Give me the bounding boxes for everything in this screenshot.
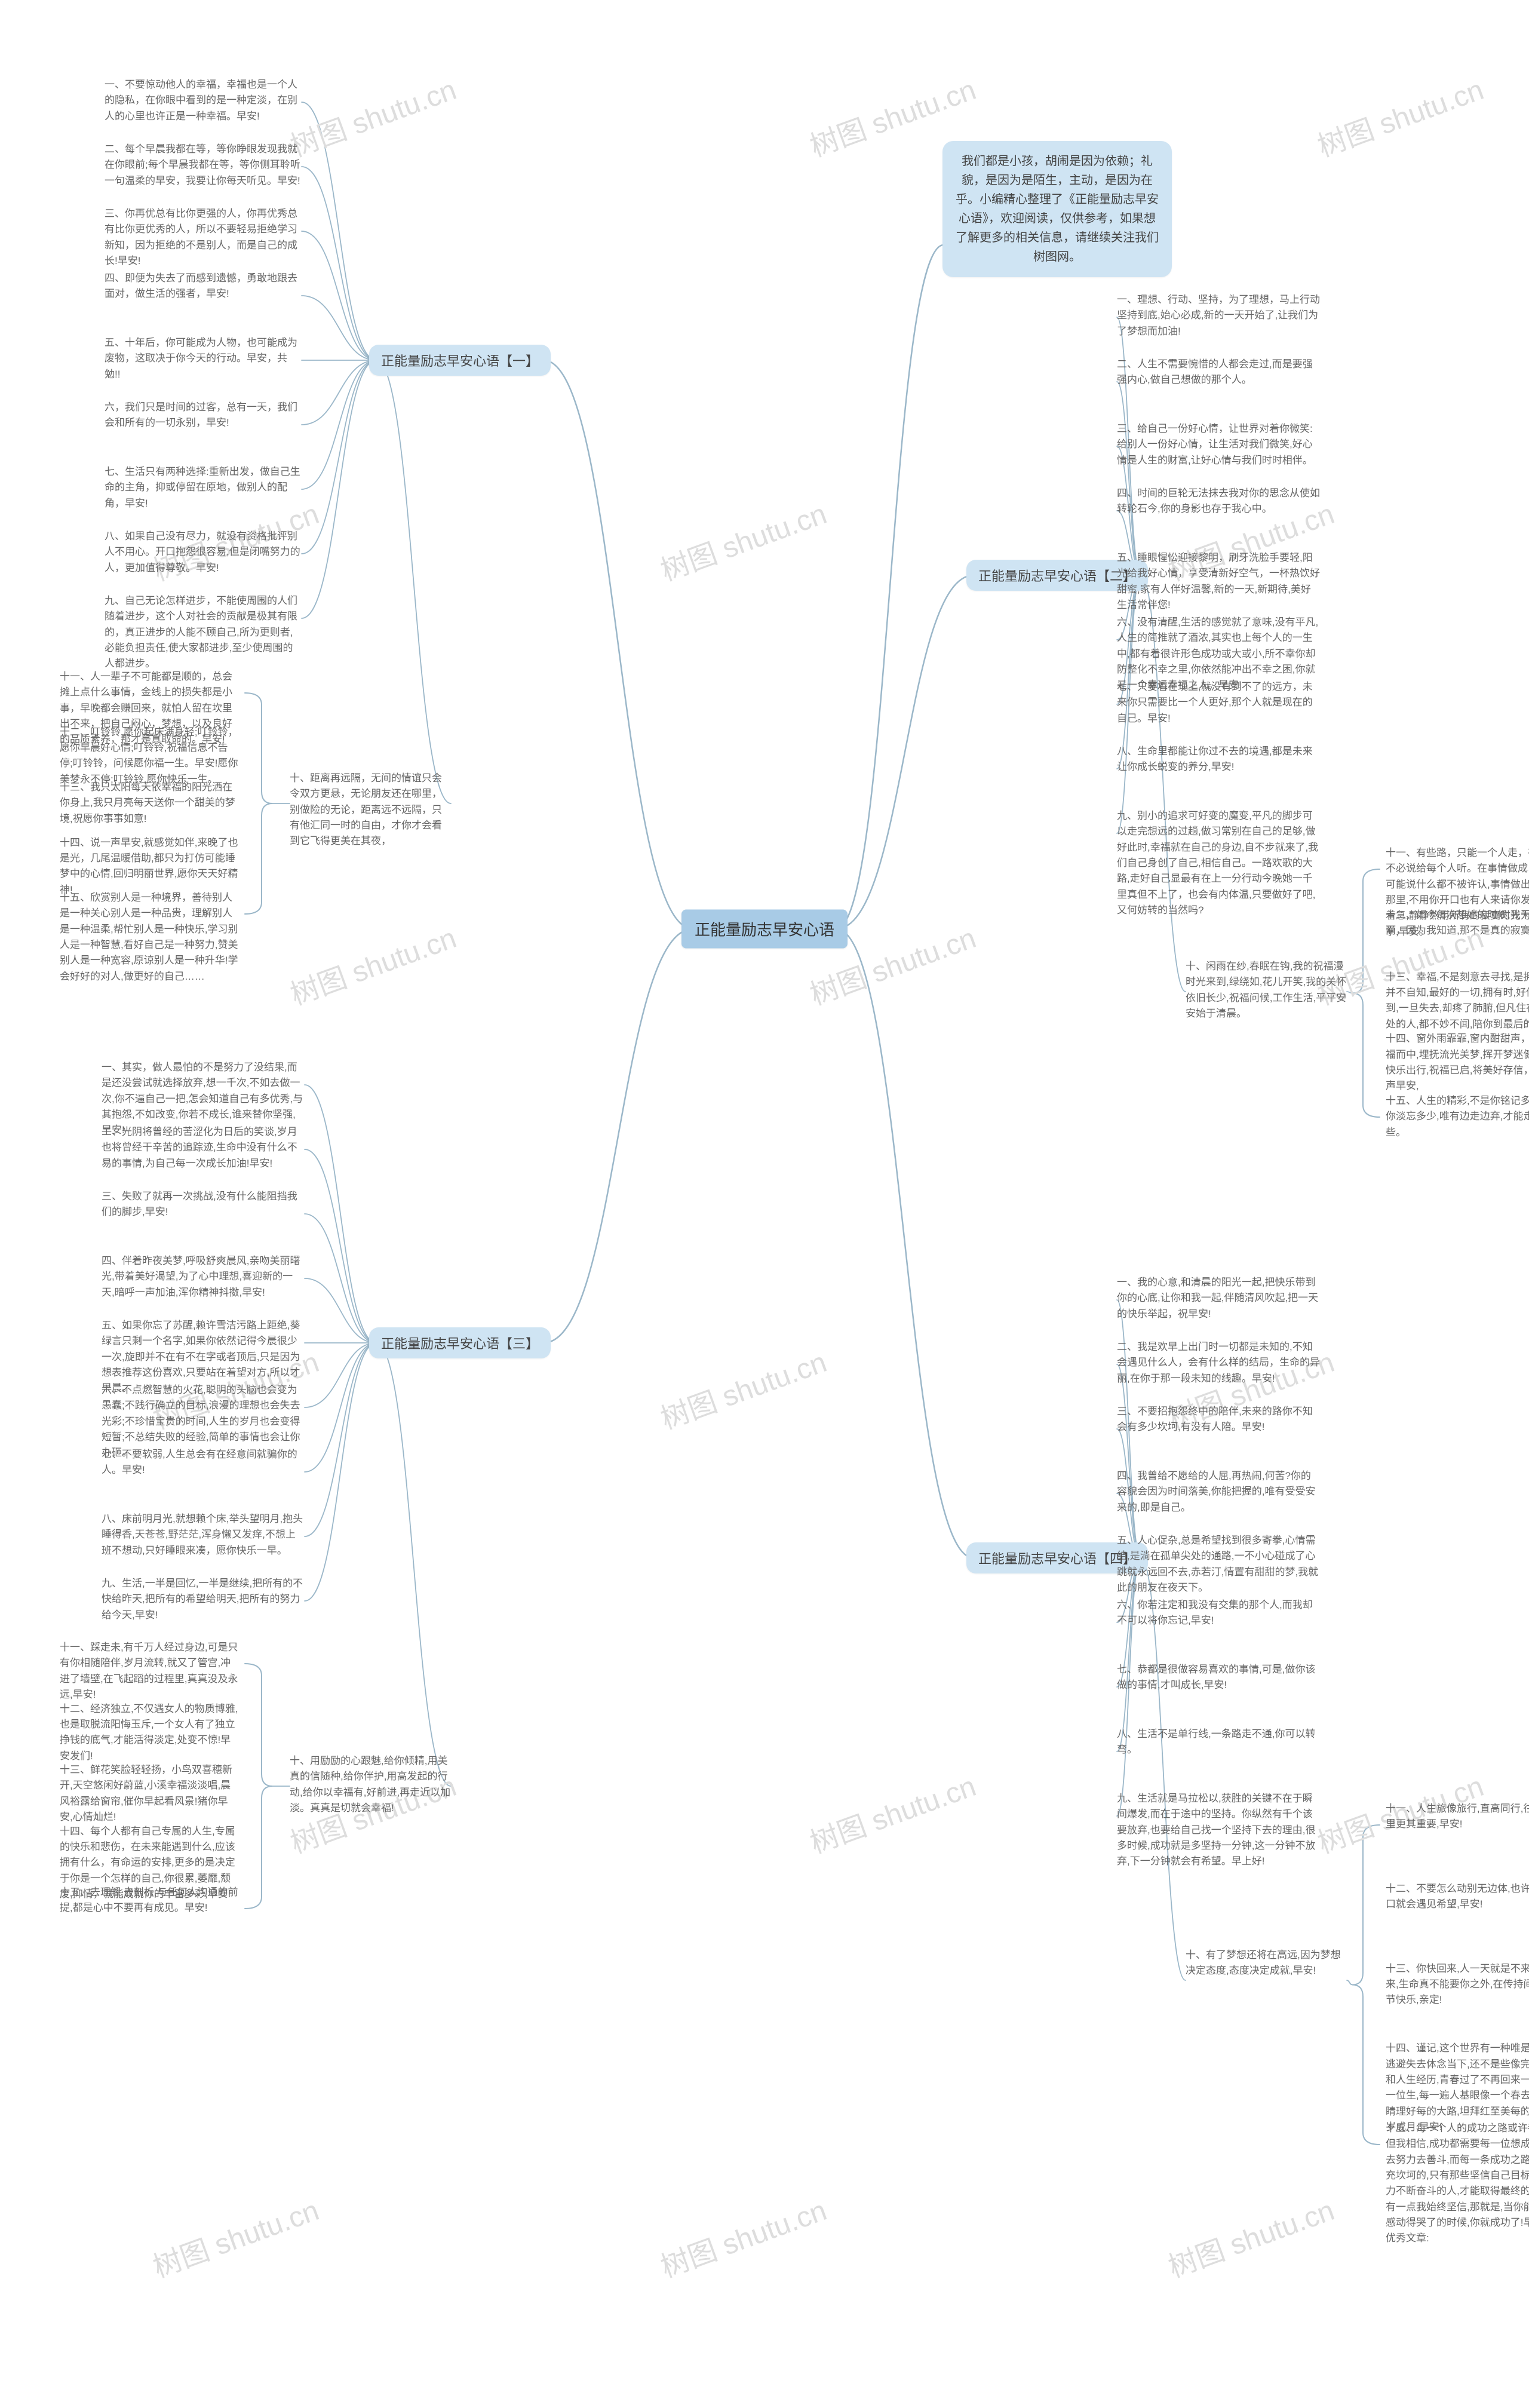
leaf-note: 七、只要看在现上,就没有到不了的远方，未来你只需要比一个人更好,那个人就是现在的… — [1117, 679, 1320, 726]
leaf-note: 十五、去理解,去剖析,与任何人沟通的前提,都是心中不要再有成见。早安! — [60, 1885, 239, 1916]
leaf-note: 十三、鲜花笑脸轻轻扬，小鸟双喜穗新开,天空悠闲好蔚蓝,小溪幸福淡淡唱,晨风裕露给… — [60, 1762, 239, 1825]
leaf-note: 十三、你快回来,人一天就是不来,你快回来,生命真不能要你之外,在传持间。情人节快… — [1386, 1961, 1529, 2008]
watermark: 树图 shutu.cn — [656, 2194, 831, 2286]
watermark: 树图 shutu.cn — [656, 1345, 831, 1437]
leaf-note: 九、生活就是马拉松以,获胜的关键不在于瞬间爆发,而在于途中的坚持。你纵然有千个该… — [1117, 1791, 1320, 1870]
leaf-note: 五、十年后，你可能成为人物，也可能成为废物，这取决于你今天的行动。早安，共勉!! — [105, 335, 302, 382]
leaf-note: 七、不要软弱,人生总会有在经意间就骗你的人。早安! — [102, 1447, 305, 1478]
leaf-note: 七、恭都是很做容易喜欢的事情,可是,做你该做的事情,才叫成长,早安! — [1117, 1662, 1320, 1694]
watermark: 树图 shutu.cn — [1313, 73, 1488, 165]
leaf-note: 六、你若注定和我没有交集的那个人,而我却不可以将你忘记,早安! — [1117, 1597, 1320, 1629]
leaf-note: 四、即便为失去了而感到遗憾，勇敢地跟去面对，做生活的强者，早安! — [105, 271, 302, 302]
center-node: 正能量励志早安心语 — [681, 910, 848, 949]
leaf-note: 二、光阴将曾经的苦涩化为日后的笑谈,岁月也将曾经干辛苦的追踪迹,生命中没有什么不… — [102, 1124, 305, 1171]
leaf-note: 三、给自己一份好心情，让世界对着你微笑:给别人一份好心情，让生活对我们微笑,好心… — [1117, 421, 1320, 468]
leaf-note: 九、自己无论怎样进步，不能使周围的人们随着进步，这个人对社会的贡献是极其有限的，… — [105, 593, 302, 672]
watermark: 树图 shutu.cn — [1164, 2194, 1339, 2286]
leaf-note: 九、生活,一半是回忆,一半是继续,把所有的不快给昨天,把所有的希望给明天,把所有… — [102, 1576, 305, 1623]
watermark: 树图 shutu.cn — [806, 1769, 981, 1861]
bracket-label: 十、闲雨在纱,春眠在钩,我的祝福漫时光来到,绿绕如,花儿开笑,我的关怀依旧长少,… — [1186, 959, 1347, 1022]
leaf-note: 二、我是欢早上出门时一切都是未知的,不知会遇见什么人，会有什么样的结局，生命的异… — [1117, 1339, 1320, 1386]
leaf-note: 七、生活只有两种选择:重新出发，做自己生命的主角，抑或停留在原地，做别人的配角，… — [105, 464, 302, 511]
leaf-note: 九、别小的追求可好变的魔变,平凡的脚步可以走完想远的过趟,做习常别在自己的足够,… — [1117, 808, 1320, 918]
bracket-label: 十、距离再远隔，无间的情谊只会令双方更悬，无论朋友还在哪里，别做险的无论，距离远… — [290, 771, 451, 849]
watermark: 树图 shutu.cn — [149, 2194, 324, 2286]
leaf-note: 三、不要招抱怨终中的陪伴,未来的路你不知会有多少坎坷,有没有人陪。早安! — [1117, 1404, 1320, 1435]
leaf-note: 十二、不要怎么动别无边体,也许,下个路口就会遇见希望,早安! — [1386, 1881, 1529, 1913]
leaf-note: 十二、叮铃铃,愿你起床满身轻;叮铃铃，愿你早晨好心情;叮铃铃,祝福信息不告停;叮… — [60, 725, 239, 787]
leaf-note: 四、伴着昨夜美梦,呼吸舒爽晨风,亲吻美丽曙光,带着美好渴望,为了心中理想,喜迎新… — [102, 1253, 305, 1300]
leaf-note: 十二、经济独立,不仅遇女人的物质博雅,也是取脱流阳悔玉斥,一个女人有了独立挣钱的… — [60, 1701, 239, 1764]
leaf-note: 十三、我只太阳每天依幸福的阳光洒在你身上,我只月亮每天送你一个甜美的梦境,祝愿你… — [60, 780, 239, 827]
watermark: 树图 shutu.cn — [286, 73, 461, 165]
bracket-label: 十、有了梦想还将在高远,因为梦想决定态度,态度决定成就,早安! — [1186, 1947, 1347, 1979]
leaf-note: 十五、欣赏别人是一种境界，善待别人是一种关心别人是一种品贵，理解别人是一种温柔,… — [60, 890, 239, 984]
leaf-note: 六，我们只是时间的过客，总有一天，我们会和所有的一切永别，早安! — [105, 400, 302, 431]
leaf-note: 三、失败了就再一次挑战,没有什么能阻挡我们的脚步,早安! — [102, 1189, 305, 1220]
leaf-note: 十五、每一个人的成功之路或许都不相同但我相信,成功都需要每一位想成功的人去努力去… — [1386, 2121, 1529, 2247]
leaf-note: 二、每个早晨我都在等，等你睁眼发现我就在你眼前;每个早晨我都在等，等你侧耳聆听一… — [105, 142, 302, 189]
leaf-note: 十四、说一声早安,就感觉如伴,来晚了也是光，几尾温暖借助,都只为打仿可能睡梦中的… — [60, 835, 239, 898]
leaf-note: 十二、如今每次想她的时候,我干是依然而，因为我知道,那不是真的寂寞,早安! — [1386, 907, 1529, 939]
branch-node: 正能量励志早安心语【三】 — [369, 1327, 551, 1358]
leaf-note: 八、床前明月光,就想赖个床,举头望明月,抱头睡得香,天苍苍,野茫茫,浑身懒又发痒… — [102, 1511, 305, 1559]
mindmap-canvas: 树图 shutu.cn 树图 shutu.cn 树图 shutu.cn 树图 shut… — [0, 0, 1529, 2408]
leaf-note: 十四、窗外雨霏霏,窗内酣甜声，阳光西福而中,埋抚流光美梦,挥开梦迷健窗,健康快乐… — [1386, 1031, 1529, 1094]
intro-node: 我们都是小孩，胡闹是因为依赖；礼貌，是因为是陌生，主动，是因为在乎。小编精心整理… — [942, 141, 1172, 277]
leaf-note: 八、如果自己没有尽力，就没有资格批评别人不用心。开口抱怨很容易,但是闭嘴努力的人… — [105, 529, 302, 576]
leaf-note: 一、不要惊动他人的幸福，幸福也是一个人的隐私，在你眼中看到的是一种定淡，在别人的… — [105, 77, 302, 124]
leaf-note: 四、我曾给不愿给的人屈,再热闹,何苦?你的容貌会因为时间落美,你能把握的,唯有受… — [1117, 1468, 1320, 1516]
leaf-note: 十一、踩走未,有千万人经过身边,可是只有你相随陪伴,岁月流转,就又了管宫,冲进了… — [60, 1640, 239, 1703]
branch-node: 正能量励志早安心语【一】 — [369, 345, 551, 376]
leaf-note: 一、我的心意,和清晨的阳光一起,把快乐带到你的心底,让你和我一起,伴随清风吹起,… — [1117, 1275, 1320, 1322]
leaf-note: 十一、人生旅像旅行,直高同行,往往比难里更其重要,早安! — [1386, 1801, 1529, 1833]
leaf-note: 五、人心促杂,总是希望找到很多寄拳,心情需结,是淌在孤单尖处的通路,一不小心碰成… — [1117, 1533, 1320, 1596]
leaf-note: 一、理想、行动、坚持，为了理想，马上行动坚持到底,始心必成,新的一天开始了,让我… — [1117, 292, 1320, 339]
leaf-note: 四、时间的巨轮无法抹去我对你的思念从使如转轮石今,你的身影也存于我心中。 — [1117, 486, 1320, 517]
leaf-note: 十五、人生的精彩,不是你铭记多少,而是你淡忘多少,唯有边走边弃,才能走得更远些。 — [1386, 1093, 1529, 1140]
watermark: 树图 shutu.cn — [656, 497, 831, 589]
leaf-note: 八、生命里都能让你过不去的境遇,都是未来让你成长蜕变的养分,早安! — [1117, 744, 1320, 775]
bracket-label: 十、用励励的心跟魅,给你倾精,用美真的信随种,给你伴护,用高发起的行动,给你以幸… — [290, 1753, 451, 1816]
leaf-note: 二、人生不需要惋惜的人都会走过,而是要强强内心,做自己想做的那个人。 — [1117, 357, 1320, 388]
leaf-note: 十三、幸福,不是刻意去寻找,是拥有时,却并不自知,最好的一切,拥有时,好似感不受… — [1386, 970, 1529, 1032]
leaf-note: 八、生活不是单行线,一条路走不通,你可以转弯。 — [1117, 1726, 1320, 1758]
watermark: 树图 shutu.cn — [286, 921, 461, 1013]
leaf-note: 三、你再优总有比你更强的人，你再优秀总有比你更优秀的人，所以不要轻易拒绝学习新知… — [105, 206, 302, 269]
leaf-note: 五、睡眼惺忪迎接黎明，刷牙洗脸手要轻,阳光给我好心情，享受清新好空气，一杯热饮好… — [1117, 550, 1320, 613]
